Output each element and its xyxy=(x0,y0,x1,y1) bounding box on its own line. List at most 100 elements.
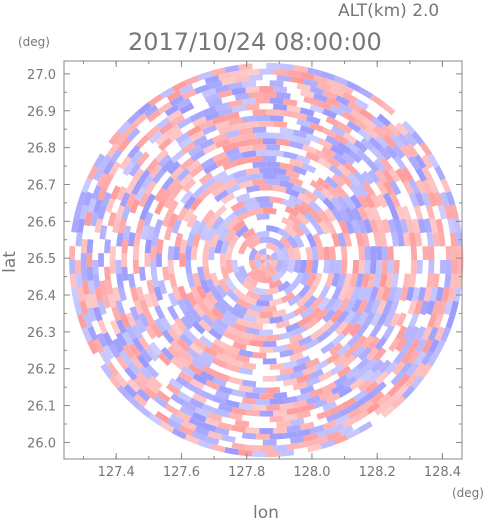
field-cell xyxy=(309,103,325,114)
field-cell xyxy=(202,266,212,281)
field-cell xyxy=(122,225,132,240)
field-cell xyxy=(421,166,434,182)
field-cell xyxy=(235,139,250,148)
field-cell xyxy=(170,322,184,337)
field-cell xyxy=(413,299,424,315)
field-cell xyxy=(143,293,154,309)
field-cell xyxy=(415,179,427,195)
field-cell xyxy=(108,374,122,390)
y-tick-label: 26.7 xyxy=(27,178,56,193)
field-cell xyxy=(427,178,439,194)
field-cell xyxy=(129,306,141,322)
field-cell xyxy=(252,161,267,169)
field-cell xyxy=(355,232,364,247)
field-cell xyxy=(201,87,217,98)
field-cell xyxy=(279,180,295,190)
field-cell xyxy=(337,122,353,135)
field-cell xyxy=(356,322,369,338)
field-cell xyxy=(108,344,121,359)
field-cell xyxy=(225,260,234,274)
field-cell xyxy=(262,138,277,145)
field-cell xyxy=(382,180,395,196)
field-cell xyxy=(217,403,233,413)
field-cell xyxy=(235,335,251,346)
field-cell xyxy=(445,313,456,329)
field-cell xyxy=(259,294,274,301)
field-cell xyxy=(148,94,163,107)
field-cell xyxy=(154,305,166,320)
field-cell xyxy=(153,395,168,409)
field-cell xyxy=(415,325,427,341)
field-cell xyxy=(94,286,103,302)
field-cell xyxy=(178,370,193,384)
field-cell xyxy=(346,120,362,133)
field-cell xyxy=(314,149,330,161)
field-cell xyxy=(93,198,103,214)
field-cell xyxy=(338,285,349,301)
field-cell xyxy=(328,342,344,356)
field-cell xyxy=(214,120,230,130)
field-cell xyxy=(419,141,433,157)
field-cell xyxy=(347,149,363,164)
field-cell xyxy=(202,296,215,311)
field-cell xyxy=(381,218,391,234)
field-cell xyxy=(449,232,458,247)
x-tick-label: 128.4 xyxy=(424,465,461,480)
field-cell xyxy=(117,120,131,135)
field-cell xyxy=(326,155,341,169)
field-cell xyxy=(408,338,421,353)
field-cell xyxy=(286,246,296,260)
field-cell xyxy=(432,273,440,288)
field-cell xyxy=(255,231,270,239)
field-cell xyxy=(127,361,141,376)
field-cell xyxy=(125,179,137,195)
field-cell xyxy=(396,132,411,147)
field-cell xyxy=(361,334,375,350)
field-cell xyxy=(200,157,216,170)
field-cell xyxy=(283,98,298,107)
field-cell xyxy=(341,322,355,337)
field-cell xyxy=(408,178,420,194)
field-cell xyxy=(144,180,157,196)
field-cell xyxy=(325,97,341,109)
field-cell xyxy=(365,401,381,415)
field-cell xyxy=(105,198,116,214)
field-cell xyxy=(441,287,450,302)
field-cell xyxy=(137,404,152,418)
field-cell xyxy=(279,162,295,171)
field-cell xyxy=(212,376,227,387)
field-cell xyxy=(139,348,153,364)
field-cell xyxy=(150,323,164,339)
field-cell xyxy=(353,171,367,186)
field-cell xyxy=(309,85,325,96)
field-cell xyxy=(96,172,108,188)
field-cell xyxy=(332,353,348,367)
field-cell xyxy=(182,178,197,193)
field-cell xyxy=(86,165,99,181)
field-cell xyxy=(399,218,409,234)
field-cell xyxy=(347,100,363,113)
field-cell xyxy=(197,266,206,281)
field-cell xyxy=(338,297,350,313)
field-cell xyxy=(391,395,406,410)
field-cell xyxy=(69,260,76,275)
field-cell xyxy=(255,196,270,203)
field-cell xyxy=(208,328,223,341)
field-cell xyxy=(184,434,200,445)
field-cell xyxy=(396,373,411,388)
field-cell xyxy=(259,167,274,174)
field-cell xyxy=(269,97,284,105)
field-cell xyxy=(306,67,322,77)
field-cell xyxy=(106,362,120,377)
field-cell xyxy=(158,279,168,295)
field-cell xyxy=(176,206,189,222)
field-cell xyxy=(322,260,331,274)
field-cell xyxy=(405,143,419,158)
field-cell xyxy=(176,298,189,314)
field-cell xyxy=(238,240,249,255)
field-cell xyxy=(337,385,353,398)
field-cell xyxy=(192,337,207,351)
field-cell xyxy=(99,154,112,170)
field-cell xyxy=(205,227,217,242)
field-cell xyxy=(369,323,382,339)
